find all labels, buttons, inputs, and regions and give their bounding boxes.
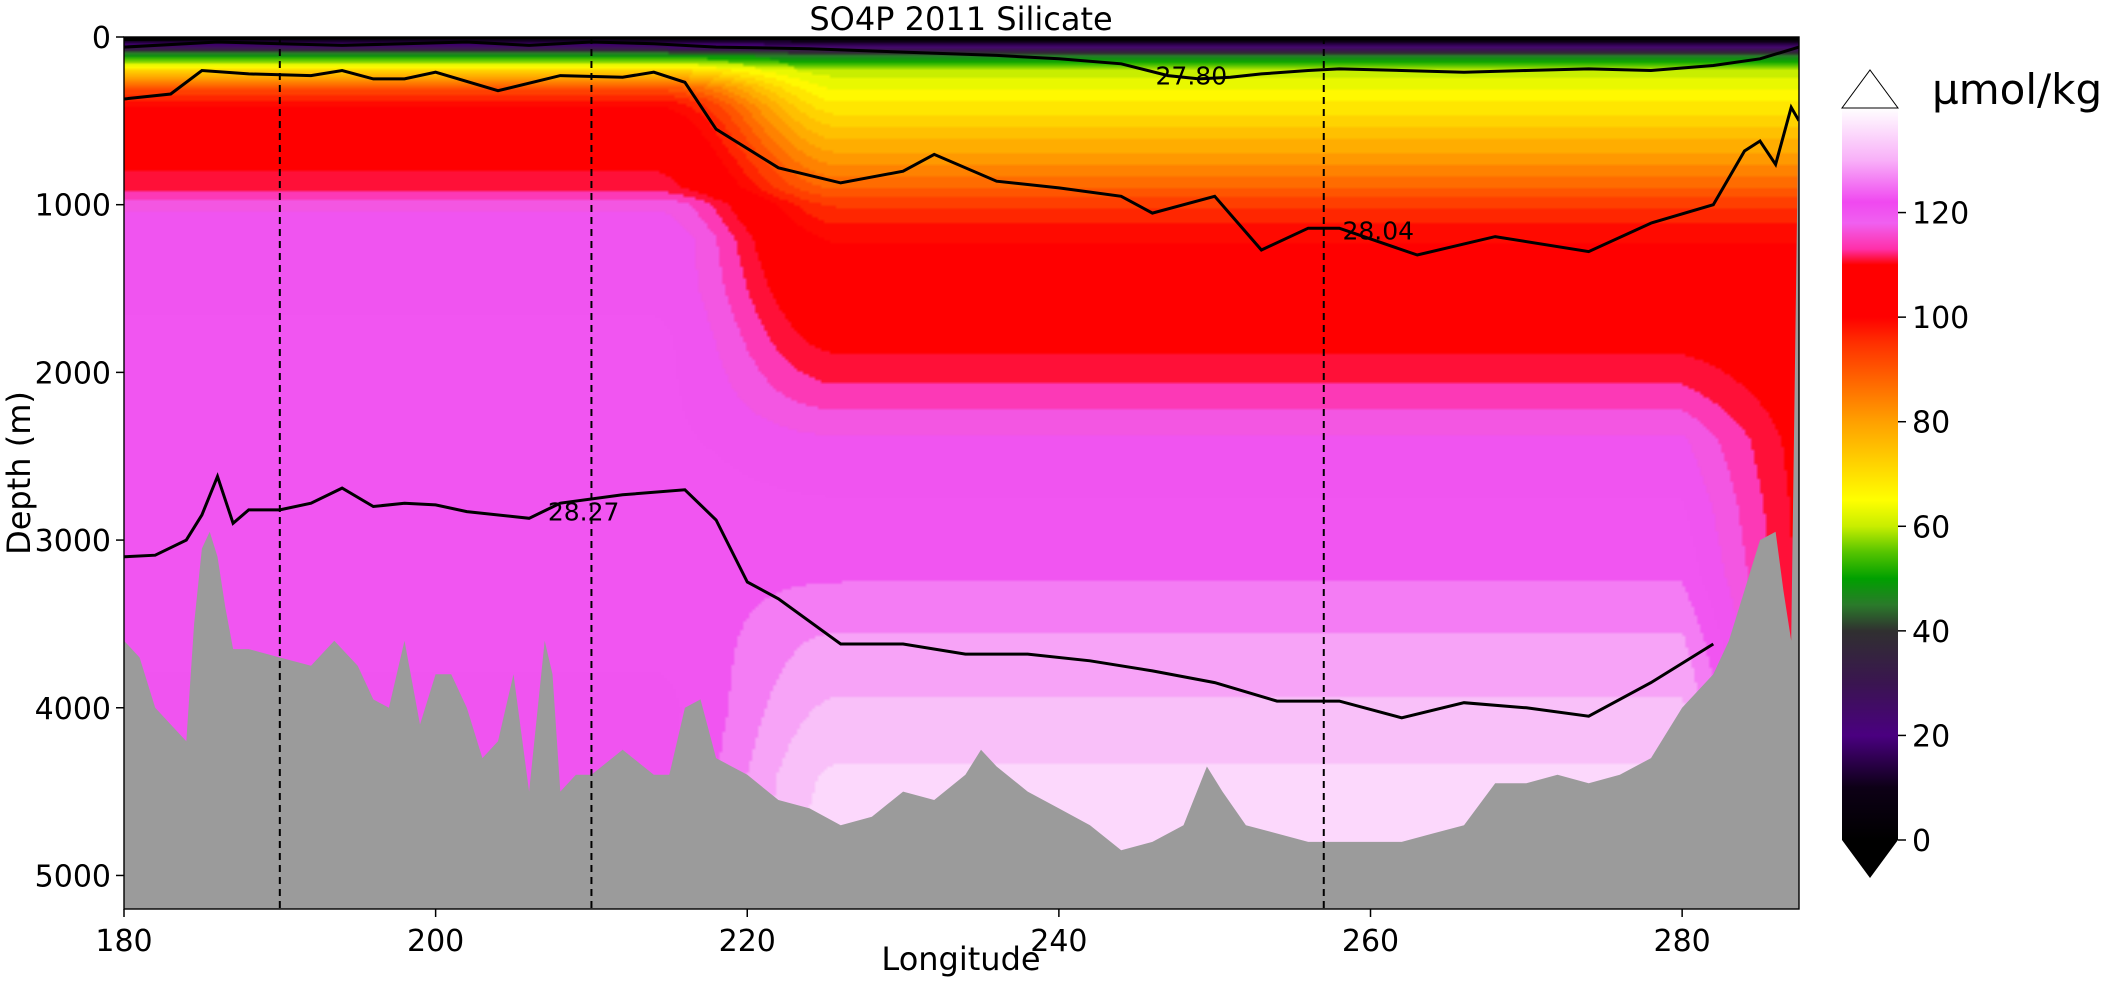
colorbar-extend-max	[1841, 69, 1899, 109]
colorbar-tick-label: 40	[1912, 615, 1950, 650]
colorbar: 0 20 40 60 80 100 120 µmol/kg	[1841, 65, 2102, 878]
colorbar-tick-label: 120	[1912, 197, 1969, 232]
x-axis: 180 200 220 240 260 280	[95, 909, 1711, 959]
isopycnal-contours	[124, 37, 1799, 720]
isopycnal-line	[124, 472, 1715, 720]
y-tick-label: 1000	[35, 189, 111, 224]
x-axis-title: Longitude	[881, 940, 1040, 978]
x-tick-label: 280	[1654, 924, 1711, 959]
colorbar-tick-label: 60	[1912, 510, 1950, 545]
colorbar-tick-label: 0	[1912, 824, 1931, 859]
y-tick-label: 3000	[35, 524, 111, 559]
y-tick-label: 5000	[35, 859, 111, 894]
isopycnal-line	[124, 40, 1799, 81]
x-tick-label: 260	[1342, 924, 1399, 959]
colorbar-ticks: 0 20 40 60 80 100 120	[1898, 197, 1969, 859]
bathymetry-seafloor	[124, 70, 1799, 909]
colorbar-extend-min	[1842, 840, 1898, 878]
colorbar-title: µmol/kg	[1932, 65, 2102, 114]
isopycnal-labels: 27.80 28.04 28.27	[548, 62, 1415, 527]
x-tick-label: 180	[95, 924, 152, 959]
y-tick-label: 2000	[35, 356, 111, 391]
x-tick-label: 220	[719, 924, 776, 959]
y-axis-title: Depth (m)	[0, 391, 38, 555]
y-axis: 0 1000 2000 3000 4000 5000	[35, 21, 124, 894]
y-tick-label: 4000	[35, 692, 111, 727]
x-tick-label: 240	[1030, 924, 1087, 959]
station-lines	[278, 37, 1325, 909]
colorbar-tick-label: 100	[1912, 301, 1969, 336]
colorbar-scale	[1842, 108, 1898, 840]
x-tick-label: 200	[407, 924, 464, 959]
isopycnal-label: 27.80	[1156, 62, 1228, 91]
chart-title: SO4P 2011 Silicate	[809, 0, 1112, 38]
isopycnal-line	[124, 68, 1799, 257]
isopycnal-label: 28.04	[1343, 217, 1415, 246]
plot-area	[124, 37, 1799, 909]
isopycnal-line	[124, 37, 1799, 41]
colorbar-tick-label: 20	[1912, 719, 1950, 754]
isopycnal-label: 28.27	[548, 498, 620, 527]
plot-frame	[123, 36, 1800, 910]
y-tick-label: 0	[92, 21, 111, 56]
colorbar-tick-label: 80	[1912, 406, 1950, 441]
